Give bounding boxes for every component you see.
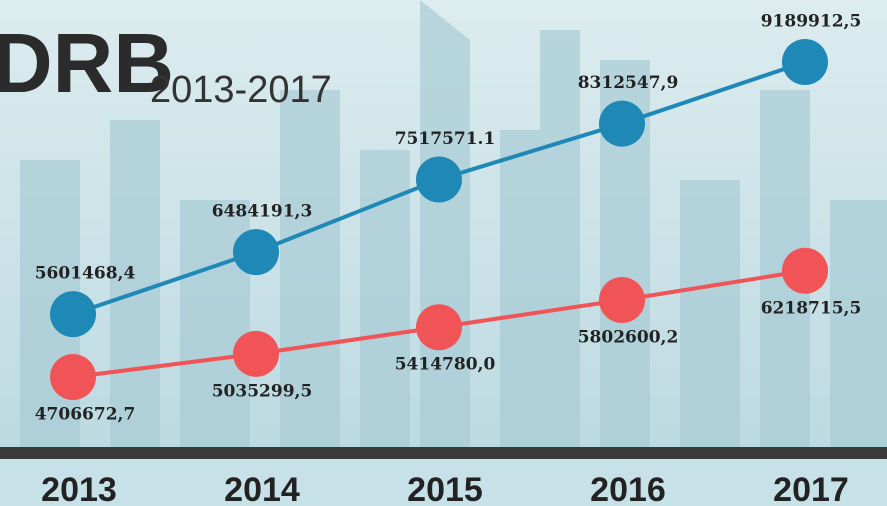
data-label: 5035299,5: [212, 381, 313, 401]
data-point: [233, 229, 279, 276]
chart-subtitle: 2013-2017: [150, 69, 332, 111]
data-label: 5414780,0: [395, 355, 496, 375]
data-label: 6484191,3: [212, 202, 313, 222]
data-point: [782, 39, 828, 85]
data-point: [416, 304, 462, 351]
x-tick-label: 2017: [773, 471, 849, 506]
data-label: 4706672,7: [35, 405, 136, 425]
data-point: [599, 276, 645, 323]
data-point: [50, 354, 96, 400]
chart-title: DRB: [0, 16, 174, 110]
x-tick-label: 2014: [224, 471, 300, 506]
data-point: [233, 330, 279, 377]
data-point: [599, 100, 645, 147]
base-bar: [0, 447, 887, 459]
year-strip: [0, 459, 887, 506]
data-label: 5601468,4: [35, 264, 136, 284]
data-point: [50, 291, 96, 338]
x-tick-label: 2016: [590, 471, 666, 506]
data-label: 9189912,5: [761, 12, 862, 32]
data-point: [416, 156, 462, 203]
data-point: [782, 247, 828, 294]
data-label: 6218715,5: [761, 298, 862, 318]
data-label: 8312547,9: [578, 73, 679, 93]
data-label: 5802600,2: [578, 327, 679, 347]
x-tick-label: 2013: [41, 471, 117, 506]
x-tick-label: 2015: [407, 471, 483, 506]
data-label: 7517571.1: [395, 129, 496, 149]
